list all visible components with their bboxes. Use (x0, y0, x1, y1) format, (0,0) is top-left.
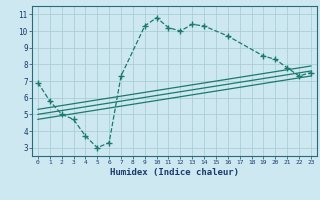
X-axis label: Humidex (Indice chaleur): Humidex (Indice chaleur) (110, 168, 239, 177)
